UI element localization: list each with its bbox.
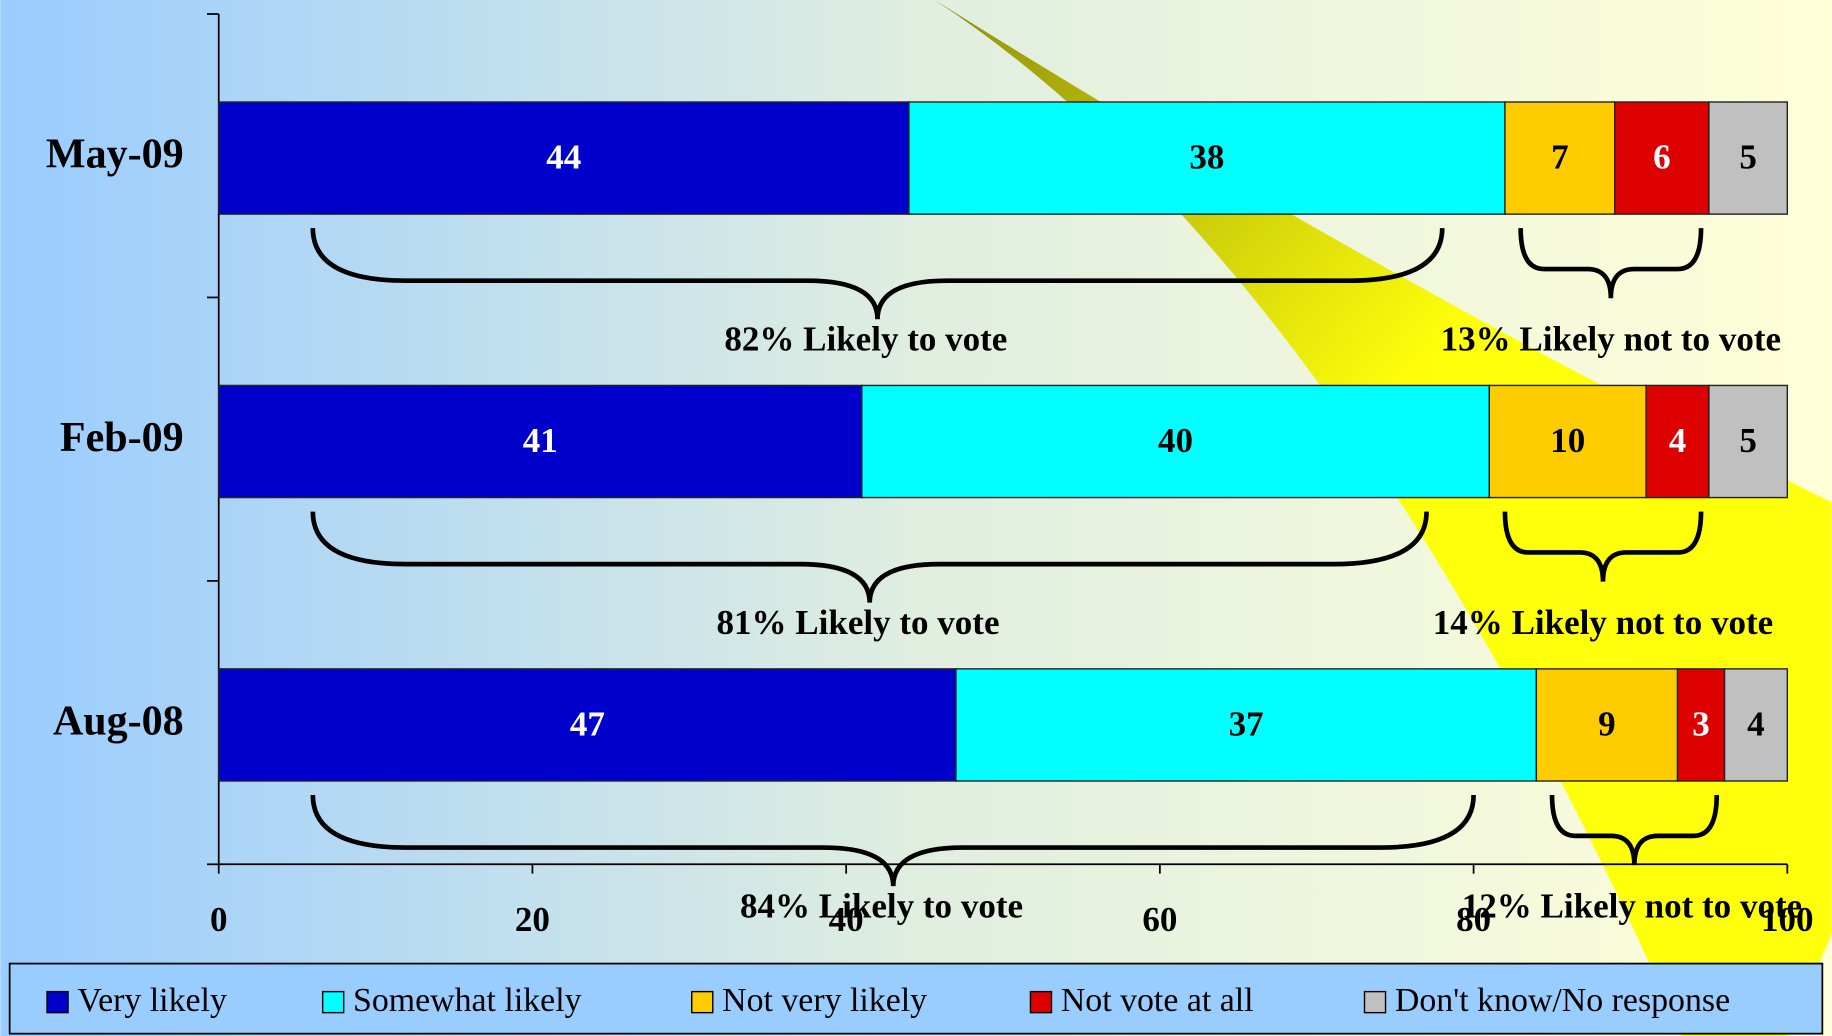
value-label: 47 [570, 704, 605, 743]
bar-segment [218, 384, 863, 499]
legend-swatch [691, 990, 714, 1014]
bracket [1518, 228, 1704, 299]
bar-segment [955, 668, 1538, 782]
value-label: 5 [1739, 421, 1757, 460]
annotation: 13% Likely not to vote [1441, 320, 1781, 359]
value-label: 4 [1747, 704, 1765, 743]
legend-swatch [1363, 990, 1387, 1014]
annotation: 12% Likely not to vote [1462, 887, 1802, 926]
value-label: 44 [546, 137, 581, 176]
legend-swatch [46, 990, 69, 1014]
value-label: 4 [1669, 421, 1687, 460]
value-label: 38 [1189, 137, 1224, 176]
bar-segment [1708, 101, 1789, 215]
x-tick-label: 40 [829, 900, 864, 939]
value-label: 9 [1598, 704, 1616, 743]
bar-segment [908, 101, 1506, 215]
bar-segment [1676, 668, 1726, 782]
legend-swatch [1029, 990, 1053, 1014]
legend-label: Don't know/No response [1395, 982, 1730, 1019]
legend-label: Very likely [77, 982, 227, 1019]
value-label: 41 [523, 421, 558, 460]
legend-label: Somewhat likely [353, 982, 582, 1019]
annotation: 14% Likely not to vote [1433, 603, 1773, 642]
y-tick-label: Feb-09 [60, 415, 184, 461]
bracket [1502, 511, 1704, 582]
bar-segment [1614, 101, 1710, 215]
legend-box [8, 962, 1824, 1035]
bar-segment [1504, 101, 1616, 215]
bar-segment [1488, 384, 1647, 499]
x-tick-label: 20 [515, 900, 550, 939]
value-label: 3 [1692, 704, 1710, 743]
x-tick-label: 100 [1761, 900, 1814, 939]
annotation: 82% Likely to vote [724, 320, 1007, 359]
bracket [310, 511, 1429, 603]
value-label: 10 [1550, 421, 1585, 460]
bracket [310, 228, 1445, 320]
bar-segment [1723, 668, 1789, 782]
value-label: 7 [1551, 137, 1569, 176]
y-tick-label: May-09 [46, 132, 184, 178]
x-tick-label: 60 [1142, 900, 1177, 939]
y-tick-label: Aug-08 [53, 699, 184, 745]
value-label: 5 [1739, 137, 1757, 176]
bar-segment [218, 668, 957, 782]
bar-segment [218, 101, 910, 215]
x-tick-label: 80 [1456, 900, 1491, 939]
x-tick-label: 0 [210, 900, 228, 939]
bar-segment [1645, 384, 1710, 499]
bar-segment [861, 384, 1490, 499]
bar-segment [1708, 384, 1789, 499]
legend-label: Not vote at all [1061, 982, 1254, 1019]
value-label: 6 [1653, 137, 1671, 176]
value-label: 37 [1229, 704, 1264, 743]
annotation: 81% Likely to vote [716, 603, 999, 642]
annotation: 84% Likely to vote [740, 887, 1023, 926]
legend-swatch [321, 990, 345, 1014]
value-label: 40 [1158, 421, 1193, 460]
legend-label: Not very likely [722, 982, 927, 1019]
